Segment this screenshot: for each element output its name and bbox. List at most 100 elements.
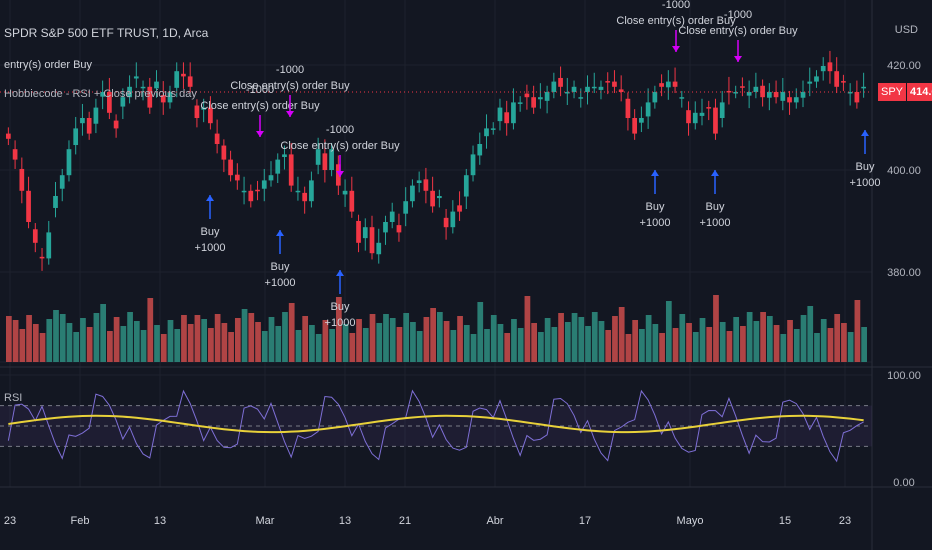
volume-bar [214, 314, 221, 362]
candle-body [160, 95, 166, 103]
volume-bar [538, 332, 544, 362]
volume-bar [652, 324, 659, 362]
volume-bar [288, 303, 295, 362]
volume-bar [578, 317, 585, 362]
volume-bar [753, 321, 760, 362]
volume-bar [201, 319, 208, 362]
volume-bar [140, 330, 147, 362]
volume-bar [315, 334, 322, 362]
candle-body [773, 92, 779, 98]
close-arrow-head [256, 131, 264, 137]
volume-bar [53, 310, 59, 362]
candle-body [329, 149, 334, 170]
candle-body [113, 120, 119, 129]
candle-body [807, 81, 813, 84]
candle-body [288, 154, 294, 186]
volume-bar [612, 316, 618, 362]
candle-body [12, 149, 18, 160]
candle-body [32, 229, 38, 243]
symbol-title: SPDR S&P 500 ETF TRUST, 1D, Arca [4, 26, 209, 40]
candle-body [26, 190, 31, 222]
volume-bar [484, 329, 490, 362]
candle-body [612, 81, 617, 87]
candle-body [396, 225, 402, 233]
volume-bar [564, 322, 571, 362]
candle-body [201, 107, 207, 110]
buy-label: Buy [201, 226, 220, 238]
volume-bar [39, 333, 46, 362]
volume-bar [335, 297, 342, 362]
candle-body [356, 220, 361, 243]
volume-bar [504, 333, 511, 362]
candle-body [699, 112, 705, 116]
volume-bar [773, 325, 780, 362]
candle-body [437, 196, 442, 199]
volume-bar [241, 309, 248, 362]
volume-bar [59, 314, 66, 362]
close-arrow-head [734, 56, 742, 62]
candle-body [416, 180, 422, 183]
volume-bar [746, 312, 753, 362]
volume-bar [208, 328, 214, 362]
candle-body [598, 86, 604, 90]
volume-bar [544, 318, 551, 362]
volume-bar [793, 329, 800, 362]
buy-arrow-head [651, 170, 659, 176]
volume-bar [46, 319, 53, 362]
volume-bar [174, 329, 181, 362]
volume-bar [309, 325, 315, 362]
candle-body [275, 159, 281, 174]
candle-body [564, 92, 570, 94]
candle-body [46, 232, 52, 259]
close-arrow-head [336, 171, 344, 177]
volume-bar [181, 315, 187, 362]
rsi-tick-label: 0.00 [893, 477, 914, 489]
buy-label: Buy [646, 201, 665, 213]
candle-body [463, 175, 469, 197]
volume-bar [841, 323, 847, 362]
volume-bar [679, 314, 686, 362]
volume-bar [383, 314, 389, 362]
candle-body [208, 107, 213, 124]
volume-bar [275, 326, 282, 362]
candle-body [342, 190, 348, 195]
volume-bar [490, 315, 497, 362]
candle-body [167, 92, 173, 103]
candle-body [6, 133, 11, 139]
time-tick-label: 17 [579, 515, 591, 527]
candle-body [470, 154, 476, 176]
candle-body [733, 92, 739, 94]
close-arrow-head [672, 46, 680, 52]
candle-body [504, 112, 510, 124]
candle-body [531, 97, 536, 108]
close-label: Close entry(s) order Buy [616, 15, 736, 27]
volume-bar [713, 295, 719, 362]
candle-body [497, 107, 503, 122]
close-qty: -1000 [326, 124, 354, 136]
time-tick-label: Feb [71, 515, 90, 527]
time-tick-label: Mayo [677, 515, 704, 527]
volume-bar [787, 320, 793, 362]
candle-body [194, 105, 200, 118]
candle-body [659, 83, 664, 87]
candle-body [686, 110, 691, 124]
candle-body [309, 180, 314, 202]
candle-body [86, 118, 92, 134]
candle-body [261, 180, 267, 189]
volume-bar [423, 317, 430, 362]
candle-body [39, 256, 45, 259]
price-tick-label: 380.00 [887, 267, 921, 279]
volume-bar [443, 321, 450, 362]
candle-body [672, 81, 678, 87]
rsi-pane-label: RSI [4, 392, 23, 404]
candle-body [827, 62, 833, 72]
candle-body [282, 154, 287, 157]
volume-bar [827, 328, 834, 362]
candle-body [295, 190, 301, 193]
volume-bar [517, 328, 524, 362]
volume-bar [295, 330, 302, 362]
buy-qty: +1000 [325, 317, 356, 329]
candle-body [766, 92, 772, 98]
candle-body [241, 190, 247, 193]
